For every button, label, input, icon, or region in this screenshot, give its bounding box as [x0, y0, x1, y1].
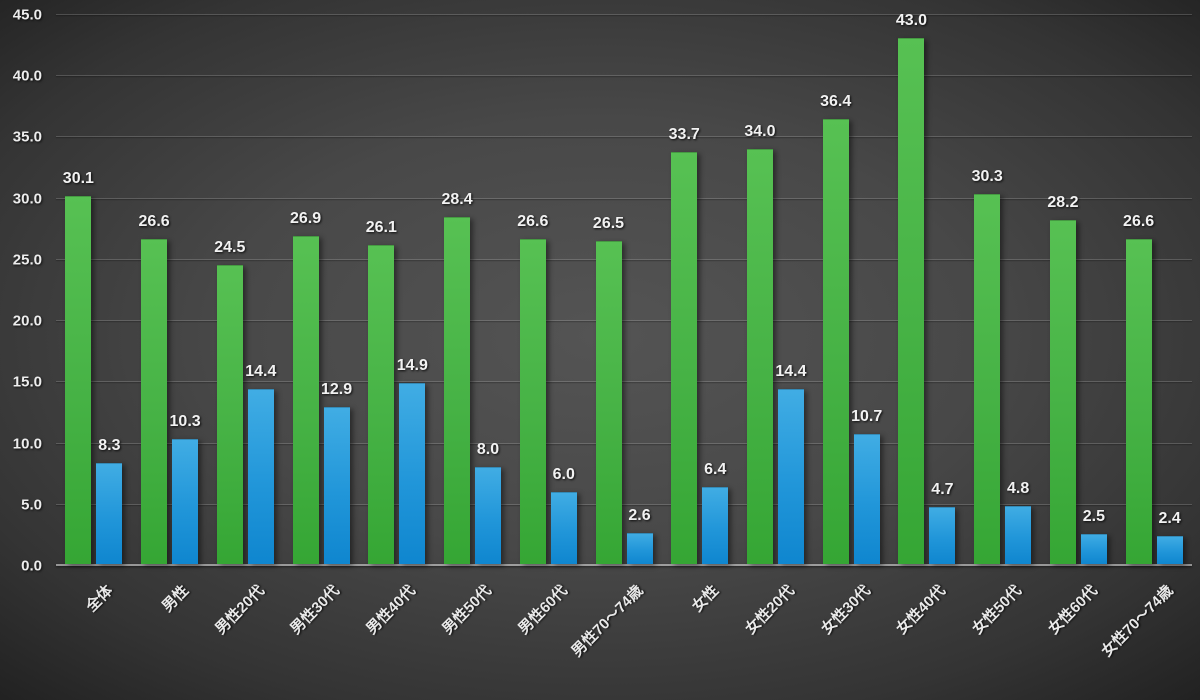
bar-value-label: 30.3 [971, 167, 1003, 185]
bar-blue-series [626, 533, 653, 564]
gridline [56, 136, 1192, 138]
y-axis-tick-label: 25.0 [12, 251, 42, 269]
bar-blue-series [399, 382, 426, 564]
bar-blue-series [929, 507, 956, 564]
x-axis-label: 女性70〜74歳 [1098, 582, 1177, 661]
bar-blue-series [96, 463, 123, 564]
x-axis-label: 男性40代 [363, 582, 419, 638]
bar-green-series [216, 265, 243, 564]
x-axis-label: 男性70〜74歳 [568, 582, 647, 661]
bar-blue-series [853, 433, 880, 564]
y-axis-tick-label: 15.0 [12, 373, 42, 391]
bar-green-series [898, 38, 925, 564]
bar-value-label: 43.0 [895, 12, 927, 30]
bar-green-series [746, 148, 773, 564]
bar-value-label: 34.0 [744, 122, 776, 140]
gridline [56, 442, 1192, 444]
bar-blue-series [702, 486, 729, 564]
bar-green-series [65, 196, 92, 564]
x-axis-label: 男性 [158, 582, 192, 616]
x-axis-label: 男性50代 [439, 582, 495, 638]
x-axis-label: 男性30代 [287, 582, 344, 638]
y-axis-tick-label: 10.0 [12, 435, 42, 453]
bar-blue-series [1005, 506, 1032, 564]
bar-green-series [444, 217, 471, 564]
bar-value-label: 36.4 [820, 93, 852, 111]
bar-value-label: 14.4 [245, 362, 277, 380]
y-axis-tick-label: 0.0 [21, 557, 42, 575]
gridline [56, 381, 1192, 383]
bar-value-label: 26.1 [365, 219, 397, 237]
bar-green-series [141, 239, 168, 564]
gridline [56, 320, 1192, 322]
bar-value-label: 10.7 [851, 407, 883, 425]
bar-value-label: 26.9 [289, 209, 322, 227]
y-axis-tick-label: 40.0 [12, 67, 42, 85]
bar-value-label: 2.4 [1158, 509, 1181, 527]
x-axis-label: 女性60代 [1044, 582, 1101, 638]
bar-blue-series [475, 467, 502, 564]
bar-value-label: 2.6 [628, 507, 651, 525]
y-axis-tick-label: 20.0 [12, 312, 42, 330]
bar-value-label: 26.5 [592, 214, 625, 232]
bar-value-label: 8.3 [98, 437, 121, 455]
y-axis-tick-label: 35.0 [12, 128, 42, 146]
bar-value-label: 6.4 [704, 460, 727, 478]
bar-value-label: 26.6 [1123, 213, 1155, 231]
bar-value-label: 24.5 [214, 239, 246, 256]
bar-blue-series [777, 388, 804, 564]
bar-value-label: 6.0 [552, 465, 575, 483]
x-axis-label: 男性60代 [514, 582, 571, 638]
bar-green-series [292, 235, 319, 564]
bar-green-series [1125, 239, 1152, 564]
bar-value-label: 26.6 [138, 213, 170, 231]
bar-green-series [1049, 219, 1076, 564]
x-axis-label: 女性30代 [817, 582, 874, 638]
gridline [56, 258, 1192, 260]
bar-value-label: 28.4 [441, 191, 473, 209]
x-axis-label: 女性40代 [893, 582, 950, 638]
x-axis-line [56, 564, 1192, 566]
bar-value-label: 14.4 [775, 362, 807, 380]
bar-blue-series [172, 438, 199, 564]
x-axis-label: 全体 [82, 582, 117, 616]
bar-green-series [595, 240, 622, 564]
bar-green-series [974, 193, 1001, 564]
x-axis-label: 女性20代 [741, 582, 798, 638]
bar-green-series [671, 152, 698, 564]
bar-value-label: 28.2 [1047, 193, 1079, 211]
bar-blue-series [550, 491, 577, 564]
bar-value-label: 8.0 [476, 441, 500, 459]
x-axis-label: 女性 [688, 582, 722, 616]
y-axis-tick-label: 5.0 [21, 496, 42, 514]
bar-value-label: 2.5 [1082, 508, 1106, 526]
x-axis-label: 女性50代 [969, 582, 1025, 638]
bar-value-label: 12.9 [320, 381, 353, 399]
bar-value-label: 10.3 [169, 412, 201, 430]
bar-value-label: 4.7 [931, 481, 954, 499]
bar-blue-series [247, 388, 274, 564]
bar-blue-series [1080, 534, 1107, 564]
bar-value-label: 14.9 [396, 356, 428, 374]
bar-value-label: 4.8 [1007, 480, 1030, 498]
bar-value-label: 30.1 [62, 170, 94, 188]
bar-green-series [519, 239, 546, 564]
gridline [56, 14, 1192, 15]
bar-green-series [368, 245, 395, 564]
y-axis-tick-label: 45.0 [12, 6, 42, 24]
bar-blue-series [1156, 535, 1183, 564]
bar-value-label: 26.6 [517, 213, 549, 231]
x-axis-label: 男性20代 [211, 582, 268, 638]
bar-green-series [822, 119, 849, 564]
gridline [56, 197, 1192, 199]
gridline [56, 503, 1192, 505]
bar-blue-series [323, 407, 350, 564]
gridline [56, 75, 1192, 77]
bar-value-label: 33.7 [668, 126, 700, 144]
y-axis-tick-label: 30.0 [12, 190, 42, 208]
